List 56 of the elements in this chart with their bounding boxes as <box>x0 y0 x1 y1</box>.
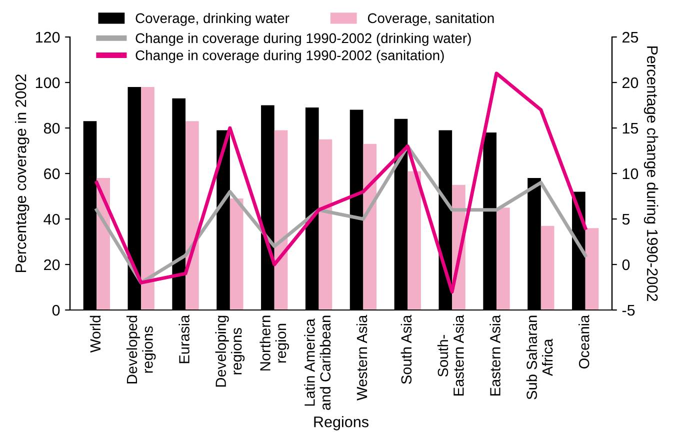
y2-tick-label: 20 <box>622 77 638 88</box>
bar <box>394 118 408 310</box>
y-tick-label: 80 <box>44 122 60 134</box>
bar <box>408 171 421 310</box>
bar <box>483 132 496 310</box>
bar <box>585 228 599 310</box>
bar <box>540 226 554 310</box>
x-tick-label: Eastern Asia <box>490 314 500 396</box>
x-tick-label: Developing regions <box>215 316 245 387</box>
legend-label: Coverage, drinking water <box>136 12 290 26</box>
y2-tick-label: 5 <box>622 214 630 225</box>
y2-tick-label: 15 <box>622 123 638 134</box>
bar <box>230 198 244 310</box>
bar <box>186 121 199 310</box>
y-tick-label: 100 <box>36 77 60 88</box>
x-tick-label: World <box>90 316 101 353</box>
y2-tick-label: 0 <box>622 259 630 270</box>
x-tick-label: South- Eastern Asia <box>437 314 464 396</box>
bar <box>305 108 319 310</box>
legend-label: Coverage, sanitation <box>368 12 494 26</box>
bar <box>83 121 97 310</box>
x-tick-label: South Asia <box>400 314 412 384</box>
x-tick-label: Northern region <box>260 316 290 370</box>
bar <box>438 130 452 310</box>
y-tick-label: 60 <box>44 168 60 180</box>
bar <box>318 139 332 310</box>
bar <box>141 87 154 310</box>
bar <box>496 208 510 310</box>
y-tick-label: 0 <box>52 304 60 316</box>
y-tick-label: 120 <box>36 32 60 43</box>
x-tick-label: Sub Saharan Africa <box>526 316 553 400</box>
x-tick-label: Developed regions <box>126 316 156 384</box>
y-tick-label: 20 <box>44 259 60 270</box>
legend-label: Change in coverage during 1990-2002 (sanitation) <box>136 50 444 64</box>
bar <box>172 98 186 310</box>
line-series <box>94 144 588 284</box>
x-tick-label: Latin America and Caribbean <box>304 316 331 410</box>
bar <box>261 105 274 310</box>
bar <box>274 130 288 310</box>
y2-tick-label: -5 <box>622 305 635 316</box>
x-axis-title: Regions <box>314 416 368 430</box>
bar <box>128 87 142 310</box>
bar <box>528 178 541 310</box>
bar <box>216 130 230 310</box>
x-tick-label: Eurasia <box>178 314 190 364</box>
x-tick-label: Western Asia <box>356 314 368 400</box>
y-axis-title: Percentage coverage in 2002 <box>14 74 30 272</box>
bar <box>363 144 377 310</box>
bar <box>350 110 364 310</box>
y2-tick-label: 25 <box>622 32 638 43</box>
line-series <box>94 72 588 294</box>
x-tick-label: Oceania <box>578 314 590 368</box>
legend-label: Change in coverage during 1990-2002 (drinking water) <box>136 32 471 46</box>
y-tick-label: 40 <box>44 214 60 225</box>
y2-tick-label: 10 <box>622 168 638 180</box>
y2-axis-title: Percentage change during 1990-2002 <box>644 46 658 302</box>
